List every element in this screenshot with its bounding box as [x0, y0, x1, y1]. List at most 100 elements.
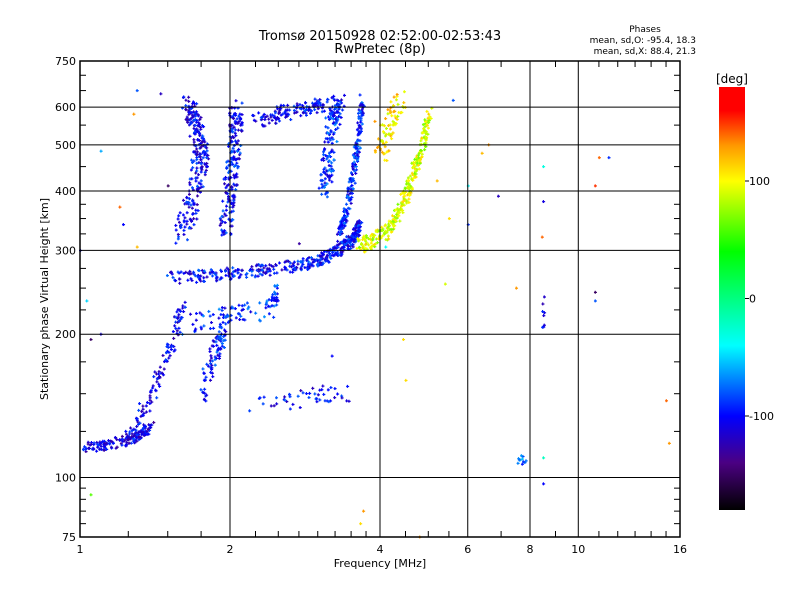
data-point	[205, 149, 209, 153]
data-point	[223, 229, 227, 233]
data-point	[323, 177, 327, 181]
data-point	[189, 312, 193, 316]
data-point	[148, 402, 152, 406]
data-point	[323, 181, 327, 185]
data-point	[350, 195, 354, 199]
y-axis-label: Stationary phase Virtual Height [km]	[38, 198, 51, 400]
data-point	[360, 242, 364, 246]
data-point	[402, 199, 406, 203]
data-point	[391, 222, 395, 226]
data-point	[230, 157, 234, 161]
data-point	[216, 349, 220, 353]
data-point	[195, 157, 199, 161]
data-point	[430, 106, 434, 110]
data-point	[233, 195, 237, 199]
data-point	[337, 115, 341, 119]
data-point	[377, 229, 381, 233]
data-point	[245, 301, 249, 305]
data-point	[205, 393, 209, 397]
data-point	[201, 367, 205, 371]
data-point	[389, 110, 393, 114]
data-point	[332, 94, 336, 98]
data-point	[182, 310, 186, 314]
data-point	[332, 114, 336, 118]
data-point	[341, 225, 345, 229]
data-point	[143, 431, 147, 435]
data-point	[301, 111, 305, 115]
data-point	[182, 198, 186, 202]
data-point	[335, 110, 339, 114]
data-point	[330, 141, 334, 145]
data-point	[187, 123, 191, 127]
data-point	[208, 347, 212, 351]
data-point	[179, 317, 183, 321]
data-point	[210, 359, 214, 363]
data-point	[190, 186, 194, 190]
data-point	[387, 132, 391, 136]
data-point	[361, 103, 365, 107]
data-point	[423, 129, 427, 133]
data-point	[337, 105, 341, 109]
data-point	[350, 238, 354, 242]
data-point	[390, 132, 394, 136]
data-point	[326, 174, 330, 178]
data-point	[265, 301, 269, 305]
data-point	[346, 384, 350, 388]
data-point	[220, 228, 224, 232]
data-point	[306, 257, 310, 261]
data-point	[279, 103, 283, 107]
data-point	[125, 442, 129, 446]
data-point	[141, 427, 145, 431]
data-point	[330, 354, 334, 358]
data-point	[232, 199, 236, 203]
data-point	[317, 186, 321, 190]
data-point	[406, 193, 410, 197]
data-point	[240, 129, 244, 133]
data-point	[435, 179, 439, 183]
data-point	[185, 200, 189, 204]
data-point	[192, 100, 196, 104]
data-point	[185, 195, 189, 199]
data-point	[210, 367, 214, 371]
data-point	[299, 114, 303, 118]
data-point	[177, 326, 181, 330]
data-point	[148, 409, 152, 413]
data-point	[354, 228, 358, 232]
data-point	[127, 438, 131, 442]
data-point	[218, 322, 222, 326]
data-point	[190, 113, 194, 117]
data-point	[203, 397, 207, 401]
data-point	[198, 276, 202, 280]
data-point	[353, 152, 357, 156]
data-point	[191, 322, 195, 326]
data-point	[328, 154, 332, 158]
data-point	[368, 246, 372, 250]
data-point	[398, 208, 402, 212]
data-point	[363, 250, 367, 254]
data-point	[357, 223, 361, 227]
data-point	[361, 236, 365, 240]
data-point	[383, 158, 387, 162]
data-point	[351, 239, 355, 243]
data-point	[342, 247, 346, 251]
data-point	[205, 164, 209, 168]
data-point	[329, 399, 333, 403]
data-point	[194, 128, 198, 132]
data-point	[384, 223, 388, 227]
data-point	[278, 261, 282, 265]
data-point	[298, 103, 302, 107]
data-point	[309, 111, 313, 115]
data-point	[148, 396, 152, 400]
data-point	[199, 327, 203, 331]
data-point	[352, 235, 356, 239]
data-point	[142, 423, 146, 427]
data-point	[352, 154, 356, 158]
data-point	[176, 320, 180, 324]
data-point	[99, 149, 103, 153]
data-point	[322, 153, 326, 157]
data-point	[176, 232, 180, 236]
data-point	[232, 144, 236, 148]
data-point	[334, 121, 338, 125]
data-point	[349, 197, 353, 201]
data-point	[415, 167, 419, 171]
